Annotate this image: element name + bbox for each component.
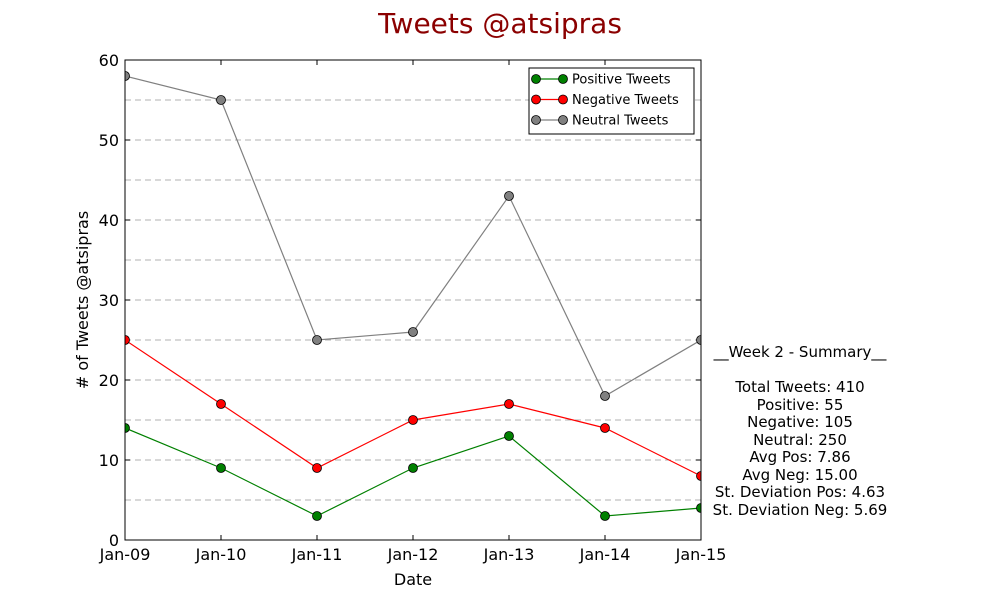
summary-negative: Negative: 105 [747,413,853,431]
summary-neutral: Neutral: 250 [753,430,847,449]
y-tick-label: 30 [99,291,119,310]
series-layer [125,71,701,521]
positive-data-point [504,431,514,441]
y-tick-label: 10 [99,451,119,470]
y-tick-label: 40 [99,211,119,230]
positive-data-point [600,511,610,521]
negative-data-point [125,335,130,345]
neutral-legend-marker [531,115,541,125]
positive-data-point [125,423,130,433]
negative-data-point [600,423,610,433]
summary-heading: __Week 2 - Summary__ [713,343,887,361]
neutral-data-point [600,391,610,401]
chart-title: Tweets @atsipras [377,7,622,40]
positive-data-point [696,503,701,513]
summary-positive: Positive: 55 [756,395,844,414]
positive-data-point [312,511,322,521]
x-tick-label: Jan-14 [579,545,631,564]
negative-legend-marker [558,94,568,105]
negative-series-line [125,339,701,477]
legend: Positive Tweets Negative Tweets Neutral Tw… [528,67,695,135]
positive-data-point [216,463,226,473]
neutral-legend-label: Neutral Tweets [572,114,669,129]
negative-data-point [504,399,514,409]
neutral-data-point [696,335,701,345]
positive-data-point [408,463,418,473]
summary-std-neg: St. Deviation Neg: 5.69 [712,500,888,519]
negative-legend-label: Negative Tweets [572,93,679,108]
y-tick-label: 50 [99,131,119,150]
negative-data-point [696,471,701,481]
negative-legend-marker [531,94,541,105]
negative-data-point [312,463,322,473]
positive-legend-marker [558,74,568,84]
y-axis-label: # of Tweets @atsipras [73,211,92,389]
neutral-data-point [504,191,514,201]
neutral-legend-marker [558,115,568,125]
summary-total: Total Tweets: 410 [735,378,865,396]
x-tick-label: Jan-10 [195,545,247,564]
summary-avg-neg: Avg Neg: 15.00 [742,465,858,484]
axis-ticks: 0 10 20 30 40 50 60 Jan-09 Jan-10 Jan-11 Jan-12 Jan… [99,51,727,564]
neutral-data-point [125,71,130,81]
y-tick-label: 0 [109,531,119,550]
neutral-data-point [216,95,226,105]
summary-avg-pos: Avg Pos: 7.86 [749,448,851,466]
x-axis-label: Date [394,570,432,589]
x-tick-label: Jan-15 [675,545,727,564]
positive-legend-marker [531,74,541,84]
positive-legend-label: Positive Tweets [572,73,671,88]
negative-data-point [216,399,226,409]
series-group [125,71,701,521]
grid-lines [125,99,701,501]
y-tick-label: 20 [99,371,119,390]
neutral-data-point [408,327,418,337]
x-tick-label: Jan-12 [387,545,439,564]
x-tick-label: Jan-11 [291,545,343,564]
y-tick-label: 60 [99,51,119,70]
x-tick-label: Jan-13 [483,545,535,564]
week-summary-panel: __Week 2 - Summary__ Total Tweets: 410 P… [700,343,900,519]
summary-std-pos: St. Deviation Pos: 4.63 [714,483,886,501]
summary-spacer [700,362,900,380]
x-tick-label: Jan-09 [99,545,151,564]
negative-data-point [408,415,418,425]
neutral-data-point [312,335,322,345]
